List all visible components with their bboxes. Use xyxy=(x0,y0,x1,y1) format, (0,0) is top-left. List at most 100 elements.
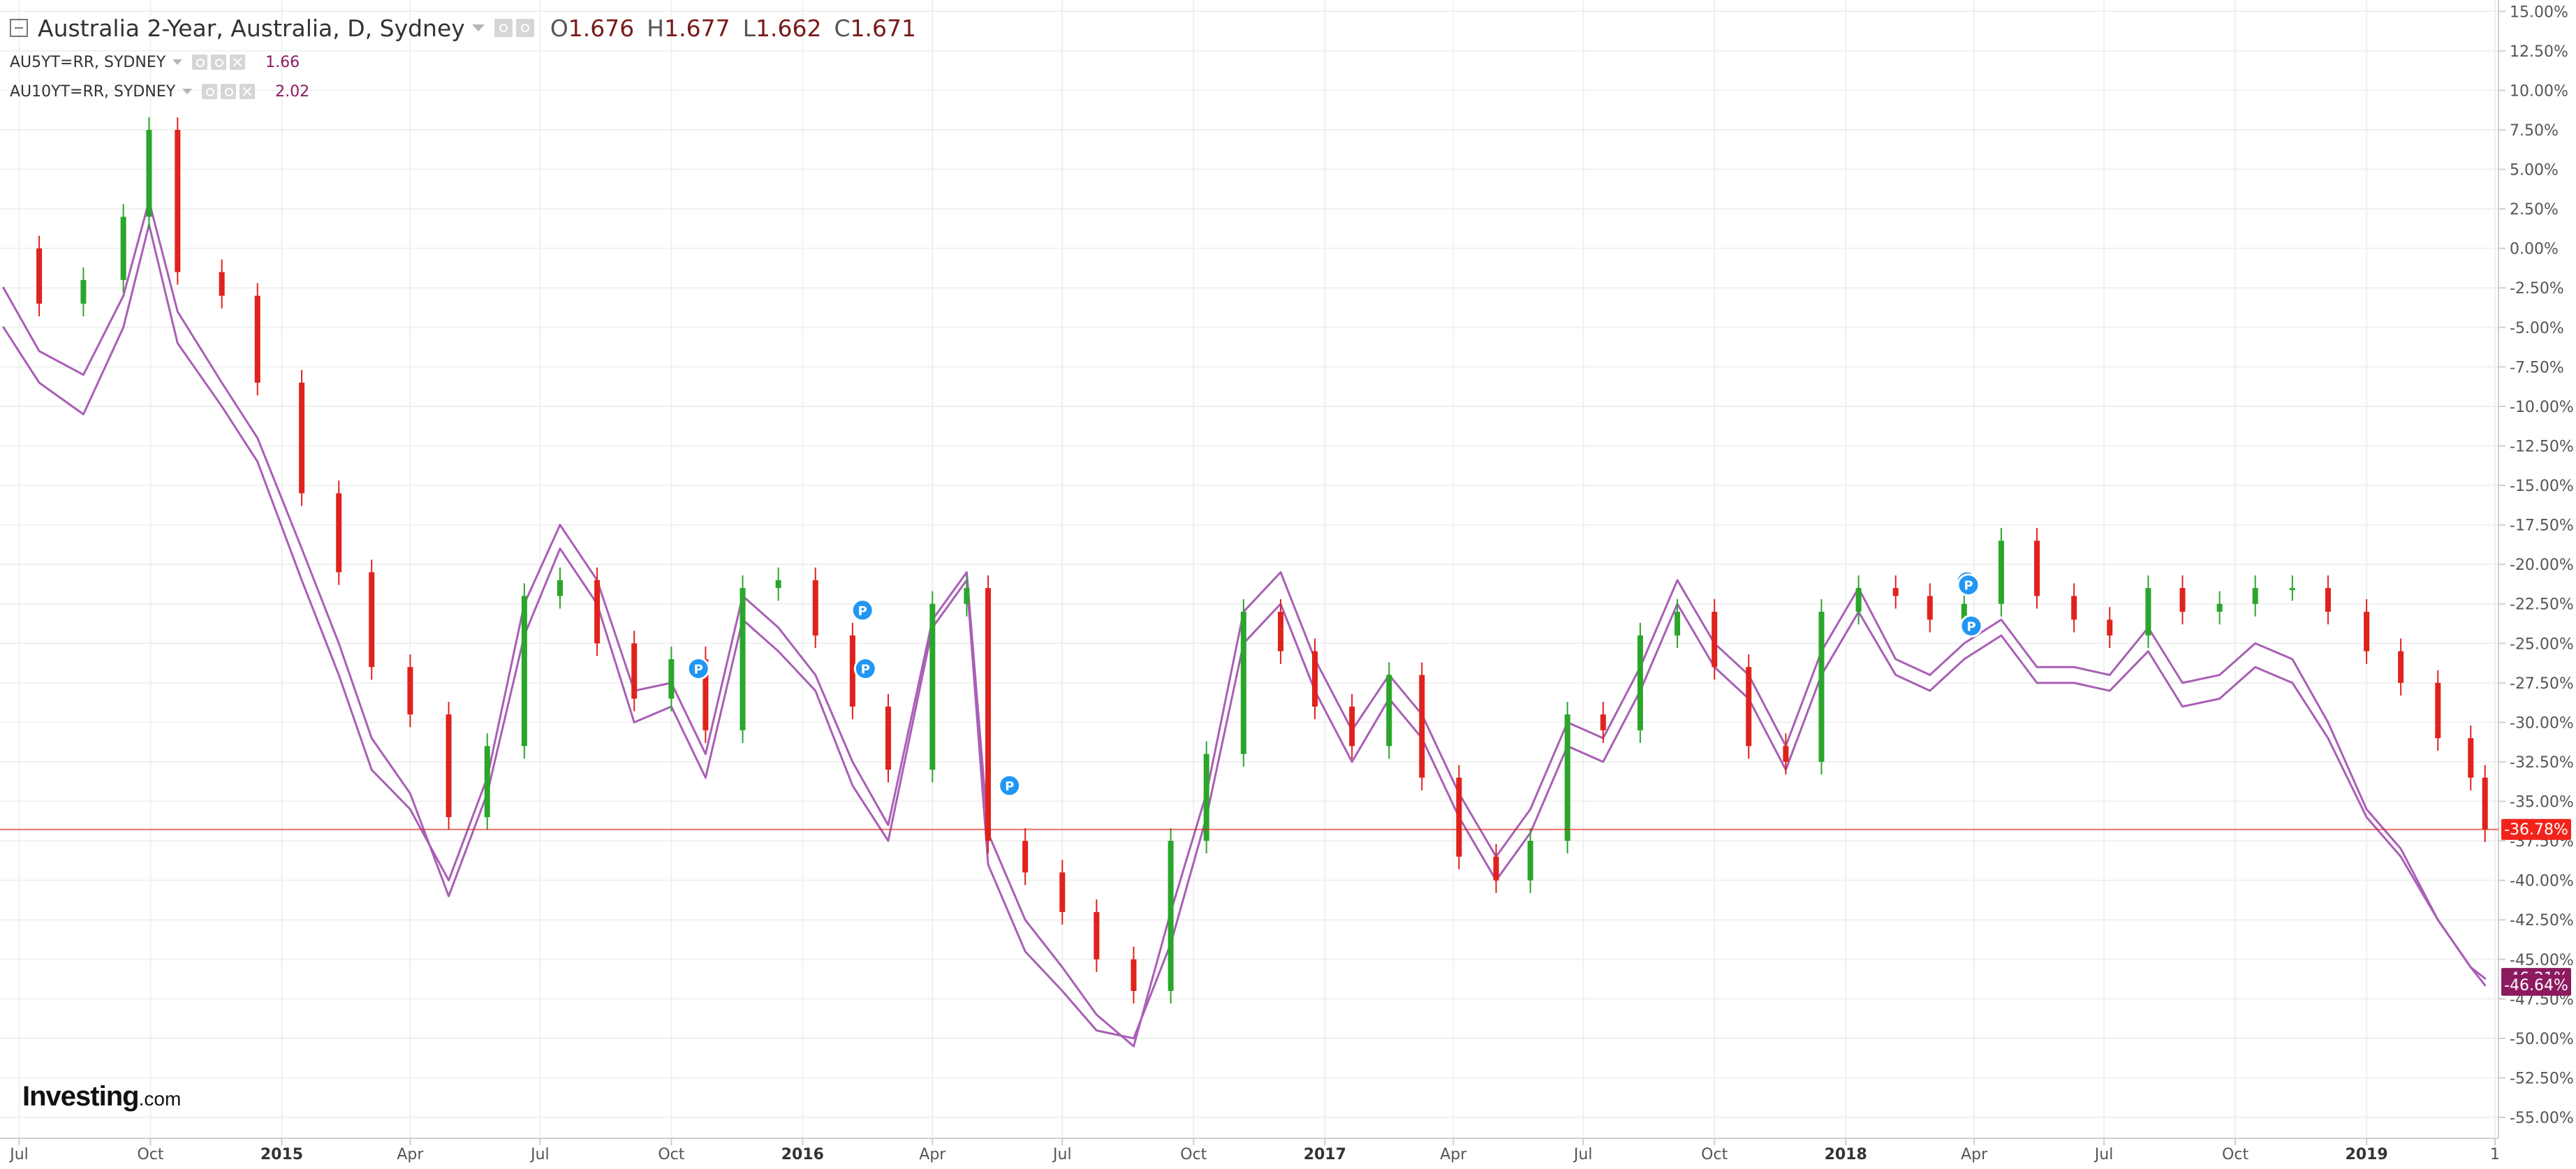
study-value: 2.02 xyxy=(275,82,310,101)
investing-logo: Investing.com xyxy=(22,1081,181,1112)
candle-body xyxy=(1527,841,1533,881)
study-settings-icon[interactable] xyxy=(211,54,227,70)
y-tick-label: -27.50% xyxy=(2510,675,2574,693)
value-label-text: -46.64% xyxy=(2504,977,2568,994)
y-tick-label: -10.00% xyxy=(2510,399,2574,416)
y-tick-label: -15.00% xyxy=(2510,478,2574,495)
event-marker-label: P xyxy=(858,604,867,619)
x-tick-label: Jul xyxy=(529,1146,550,1163)
study-remove-icon[interactable] xyxy=(240,84,256,99)
study-name: AU10YT=RR, SYDNEY xyxy=(10,82,176,101)
high-value: 1.677 xyxy=(664,14,730,42)
main-series-settings-icon[interactable] xyxy=(515,19,534,37)
candle-body xyxy=(1419,675,1425,778)
study-visibility-icon[interactable] xyxy=(202,84,218,99)
candle-body xyxy=(2468,738,2474,778)
y-tick-label: -7.50% xyxy=(2510,359,2564,376)
candle-body xyxy=(120,216,126,280)
value-label-box xyxy=(2501,818,2571,840)
candle-body xyxy=(1022,841,1029,873)
x-tick-label: 2016 xyxy=(781,1146,824,1163)
x-tick-label: Apr xyxy=(397,1146,424,1163)
candle-body xyxy=(2482,777,2488,830)
collapse-legend-icon[interactable] xyxy=(10,19,28,37)
y-tick-label: -52.50% xyxy=(2510,1070,2574,1087)
candle-body xyxy=(1059,872,1066,912)
candle-body xyxy=(2216,603,2223,612)
candle-body xyxy=(36,248,43,304)
y-tick-label: 5.00% xyxy=(2510,162,2559,179)
candle-body xyxy=(964,588,970,604)
open-label: O xyxy=(550,14,568,42)
main-series-visibility-icon[interactable] xyxy=(494,19,513,37)
candle-body xyxy=(1168,841,1174,992)
event-marker[interactable] xyxy=(998,774,1022,797)
event-marker-label: P xyxy=(861,662,870,677)
x-tick-label: Oct xyxy=(1180,1146,1207,1163)
candle-body xyxy=(775,580,781,589)
main-series-title: Australia 2-Year, Australia, D, Sydney xyxy=(38,14,465,42)
event-marker[interactable] xyxy=(686,656,710,680)
low-label: L xyxy=(742,14,756,42)
candle-body xyxy=(175,129,181,272)
close-label: C xyxy=(834,14,851,42)
value-label-text: -36.78% xyxy=(2504,821,2568,839)
event-marker[interactable] xyxy=(1957,573,1980,597)
y-tick-label: -30.00% xyxy=(2510,714,2574,732)
y-tick-label: 2.50% xyxy=(2510,201,2559,219)
chart-legend: Australia 2-Year, Australia, D, Sydney O… xyxy=(10,8,916,106)
main-series-legend: Australia 2-Year, Australia, D, Sydney O… xyxy=(10,8,916,47)
candle-body xyxy=(1094,911,1100,960)
x-tick-label: 2017 xyxy=(1304,1146,1346,1163)
candle-body xyxy=(146,129,152,217)
event-marker-label: P xyxy=(694,662,703,677)
candle-body xyxy=(1961,603,1967,620)
study-menu-icon[interactable] xyxy=(172,59,183,65)
candle-body xyxy=(2107,619,2113,635)
x-tick-label: 1 xyxy=(2490,1146,2500,1163)
x-tick-label: Jul xyxy=(2093,1146,2114,1163)
candle-body xyxy=(369,572,375,668)
x-tick-label: Oct xyxy=(2222,1146,2249,1163)
x-tick-label: Jul xyxy=(1052,1146,1072,1163)
brand-main-text: Investing xyxy=(22,1081,140,1112)
study-menu-icon[interactable] xyxy=(182,89,193,94)
x-tick-label: Oct xyxy=(1701,1146,1728,1163)
close-value: 1.671 xyxy=(850,14,916,42)
event-marker[interactable] xyxy=(1959,614,1983,638)
candle-body xyxy=(2179,588,2186,612)
candle-body xyxy=(1349,706,1355,747)
candle-body xyxy=(557,580,563,596)
study-remove-icon[interactable] xyxy=(230,54,246,70)
study-visibility-icon[interactable] xyxy=(192,54,208,70)
main-series-menu-icon[interactable] xyxy=(471,24,485,31)
y-tick-label: -42.50% xyxy=(2510,912,2574,929)
candle-body xyxy=(885,706,891,770)
event-marker[interactable] xyxy=(851,598,874,622)
candle-body xyxy=(812,580,818,635)
candle-body xyxy=(1240,612,1246,754)
event-marker-label: P xyxy=(1966,619,1975,634)
low-value: 1.662 xyxy=(755,14,822,42)
candle-body xyxy=(2071,596,2077,620)
candle-body xyxy=(594,580,601,644)
event-marker[interactable] xyxy=(853,656,877,680)
y-tick-label: 10.00% xyxy=(2510,82,2568,100)
candle-body xyxy=(1277,612,1283,652)
candle-body xyxy=(1746,667,1752,747)
study-series-line xyxy=(2,223,2487,1047)
candle-body xyxy=(1927,596,1933,620)
candle-body xyxy=(219,272,225,296)
plot-area[interactable] xyxy=(0,0,2498,1138)
candle-body xyxy=(2325,588,2331,612)
candle-body xyxy=(1998,541,2004,604)
study-settings-icon[interactable] xyxy=(221,84,237,99)
study-legend-au10yt: AU10YT=RR, SYDNEY 2.02 xyxy=(10,77,916,106)
candle-body xyxy=(254,295,260,383)
candle-body xyxy=(484,746,490,818)
candle-body xyxy=(1675,612,1681,635)
high-label: H xyxy=(647,14,665,42)
candle-body xyxy=(1386,675,1392,747)
